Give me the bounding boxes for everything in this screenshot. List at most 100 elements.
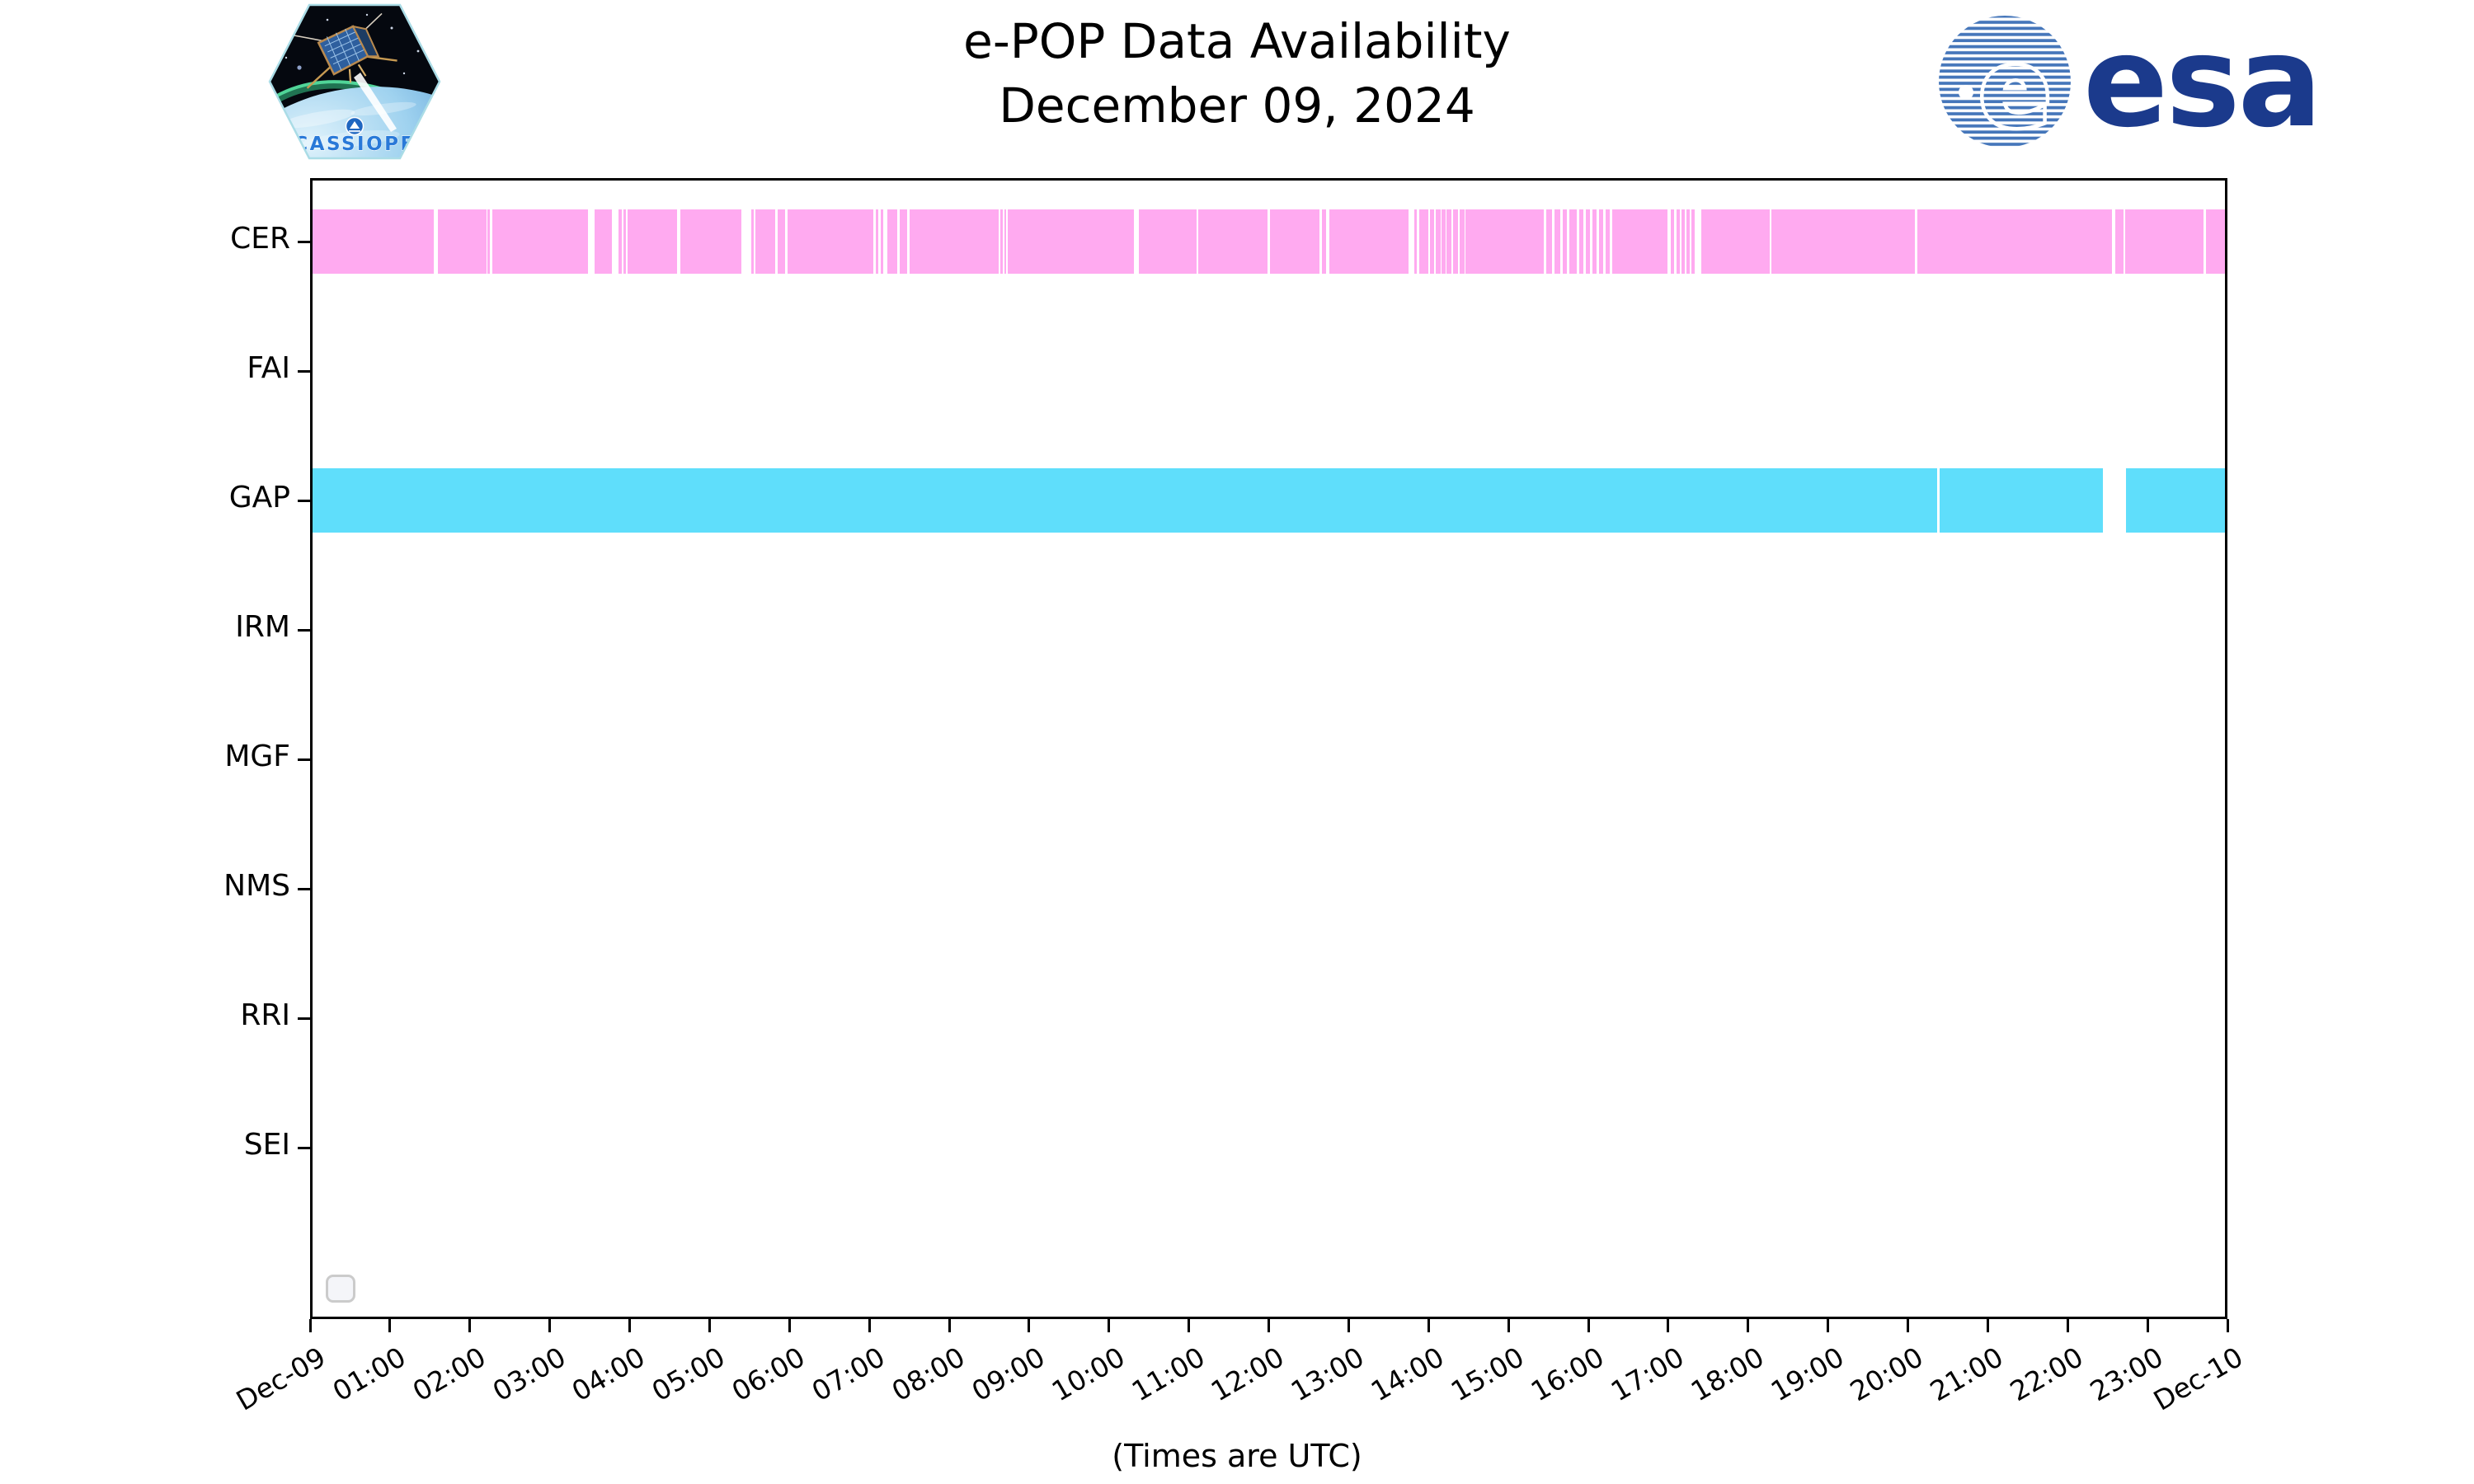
band-gap-cer-6 (626, 209, 628, 274)
x-axis-note: (Times are UTC) (1112, 1438, 1362, 1474)
band-gap-cer-15 (897, 209, 901, 274)
x-tick-24 (2226, 1319, 2229, 1332)
band-gap-cer-16 (907, 209, 910, 274)
band-gap-cer-0 (433, 209, 438, 274)
y-tick-rri (298, 1017, 310, 1020)
x-tick-label-3: 03:00 (487, 1341, 571, 1408)
badge-beam (354, 73, 397, 132)
band-gap-cer-13 (878, 209, 882, 274)
page-subtitle-date: December 09, 2024 (999, 77, 1475, 134)
band-gap-cer-32 (1458, 209, 1460, 274)
esa-emblem-icon: e (1939, 16, 2071, 150)
cassiope-badge-label: CASSIOPE (294, 134, 415, 155)
x-tick-label-10: 10:00 (1046, 1341, 1131, 1408)
band-gap-cer-29 (1440, 209, 1442, 274)
page-title: e-POP Data Availability (963, 13, 1511, 69)
x-tick-21 (1986, 1319, 1989, 1332)
x-tick-label-24: Dec-10 (2148, 1341, 2249, 1417)
x-tick-3 (548, 1319, 552, 1332)
x-tick-14 (1427, 1319, 1430, 1332)
band-gap-cer-21 (1197, 209, 1199, 274)
y-label-sei: SEI (243, 1128, 290, 1162)
esa-logo: e esa (1936, 12, 2322, 152)
band-gap-cer-9 (753, 209, 755, 274)
band-gap-cer-51 (1914, 209, 1917, 274)
band-gap-cer-18 (1002, 209, 1004, 274)
y-tick-gap (298, 499, 310, 502)
band-gap-cer-4 (612, 209, 619, 274)
x-tick-0 (308, 1319, 312, 1332)
band-gap-cer-43 (1609, 209, 1612, 274)
x-tick-15 (1507, 1319, 1510, 1332)
cassiope-badge-art: CASSIOPE (268, 3, 441, 160)
x-tick-label-7: 07:00 (806, 1341, 891, 1408)
x-tick-9 (1028, 1319, 1031, 1332)
band-gap-cer-3 (588, 209, 595, 274)
y-label-irm: IRM (235, 610, 290, 644)
x-tick-23 (2146, 1319, 2149, 1332)
x-tick-label-21: 21:00 (1925, 1341, 2009, 1408)
x-tick-label-22: 22:00 (2004, 1341, 2089, 1408)
band-gap-cer-45 (1673, 209, 1677, 274)
x-tick-18 (1747, 1319, 1750, 1332)
band-gap-cer-36 (1560, 209, 1564, 274)
band-gap-cer-48 (1689, 209, 1691, 274)
y-tick-sei (298, 1146, 310, 1149)
y-label-mgf: MGF (224, 740, 290, 773)
band-gap-cer-19 (1005, 209, 1008, 274)
band-gap-cer-10 (774, 209, 778, 274)
y-tick-mgf (298, 758, 310, 761)
band-gap-cer-7 (676, 209, 680, 274)
y-label-gap: GAP (228, 481, 290, 514)
band-gap-cer-26 (1417, 209, 1419, 274)
availability-band-cer (313, 209, 2225, 274)
y-label-nms: NMS (223, 869, 290, 903)
band-gap-cer-47 (1684, 209, 1686, 274)
band-gap-cer-40 (1590, 209, 1592, 274)
band-gap-gap-0 (1936, 468, 1940, 533)
legend-box-empty (326, 1275, 355, 1303)
band-gap-cer-31 (1451, 209, 1454, 274)
x-tick-8 (948, 1319, 951, 1332)
band-gap-cer-11 (784, 209, 788, 274)
band-gap-cer-12 (873, 209, 877, 274)
band-gap-gap-1 (2103, 468, 2127, 533)
band-gap-cer-53 (2124, 209, 2126, 274)
x-tick-label-11: 11:00 (1126, 1341, 1211, 1408)
y-tick-cer (298, 240, 310, 243)
x-tick-4 (628, 1319, 631, 1332)
x-tick-label-5: 05:00 (647, 1341, 731, 1408)
x-tick-label-8: 08:00 (886, 1341, 971, 1408)
band-gap-cer-25 (1409, 209, 1415, 274)
band-gap-cer-38 (1577, 209, 1580, 274)
y-label-rri: RRI (240, 998, 290, 1032)
x-tick-19 (1827, 1319, 1830, 1332)
band-gap-cer-17 (998, 209, 1000, 274)
band-gap-cer-41 (1596, 209, 1599, 274)
y-tick-irm (298, 628, 310, 632)
y-tick-fai (298, 369, 310, 373)
band-gap-cer-33 (1464, 209, 1466, 274)
band-gap-cer-28 (1434, 209, 1437, 274)
x-tick-label-13: 13:00 (1286, 1341, 1370, 1408)
band-gap-cer-14 (883, 209, 888, 274)
band-gap-cer-30 (1445, 209, 1447, 274)
band-gap-cer-2 (490, 209, 492, 274)
plot-frame (310, 178, 2227, 1319)
x-tick-label-15: 15:00 (1445, 1341, 1530, 1408)
x-tick-1 (388, 1319, 392, 1332)
x-tick-label-2: 02:00 (407, 1341, 492, 1408)
x-tick-13 (1347, 1319, 1350, 1332)
x-tick-label-19: 19:00 (1765, 1341, 1850, 1408)
x-tick-label-9: 09:00 (966, 1341, 1051, 1408)
band-gap-cer-24 (1325, 209, 1329, 274)
band-gap-cer-54 (2204, 209, 2207, 274)
band-gap-cer-5 (621, 209, 624, 274)
band-gap-cer-1 (486, 209, 488, 274)
csa-roundel (345, 116, 365, 136)
band-gap-cer-37 (1567, 209, 1570, 274)
x-tick-20 (1907, 1319, 1909, 1332)
x-tick-label-16: 16:00 (1525, 1341, 1610, 1408)
band-gap-cer-23 (1319, 209, 1322, 274)
